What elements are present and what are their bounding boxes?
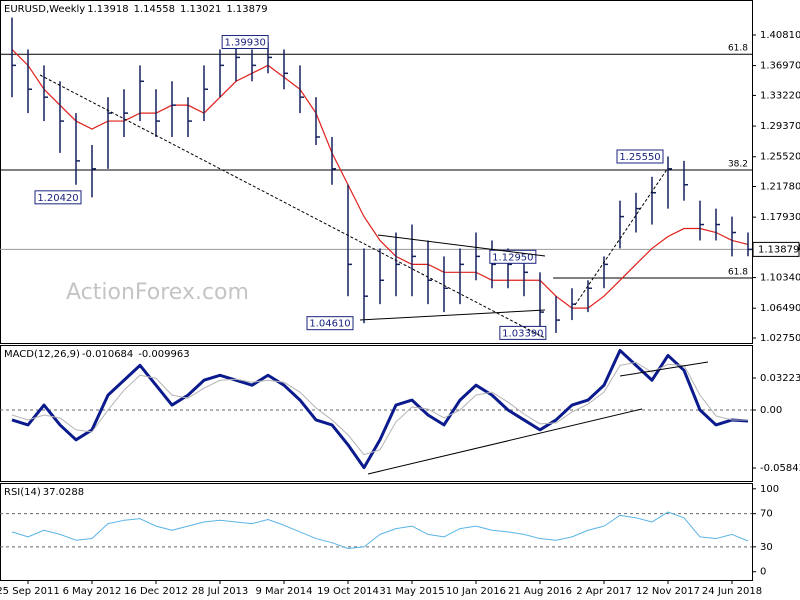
- y-tick-label: 1.36970: [760, 61, 800, 72]
- panel-frame: [0, 345, 753, 482]
- price-annotation: 1.25550: [619, 152, 660, 163]
- last-price-box: [752, 241, 800, 257]
- x-tick-label: 10 Jan 2016: [446, 586, 506, 597]
- header-value: -0.009963: [138, 349, 189, 360]
- header-value: 37.0288: [43, 487, 84, 498]
- y-tick-label: 0: [760, 567, 766, 578]
- panel-header: RSI(14) 37.0288: [4, 487, 84, 498]
- watermark: ActionForex.com: [66, 280, 249, 305]
- trend-line: [619, 361, 709, 377]
- price-annotation: 1.04610: [309, 319, 350, 330]
- price-annotation: 1.20420: [37, 193, 78, 204]
- panel-title: RSI(14): [4, 487, 41, 498]
- fib-level-label: 38.2: [728, 160, 748, 170]
- header-value: 1.13879: [226, 4, 267, 15]
- header-value: 1.13021: [180, 4, 221, 15]
- y-tick-label: 1.10340: [760, 273, 800, 284]
- y-tick-label: 70: [760, 509, 773, 520]
- x-tick-label: 28 Jul 2013: [192, 586, 249, 597]
- x-tick-label: 16 Dec 2012: [124, 586, 188, 597]
- trend-line: [367, 408, 643, 475]
- fib-level-label: 61.8: [728, 44, 748, 54]
- price-annotation: 1.39930: [224, 38, 265, 49]
- panel-header: EURUSD,Weekly 1.13918 1.14558 1.13021 1.1387…: [4, 4, 268, 15]
- y-tick-label: 0.00: [760, 405, 782, 416]
- y-tick-label: 1.06490: [760, 303, 800, 314]
- header-value: 1.14558: [134, 4, 175, 15]
- y-tick-label: 1.33220: [760, 90, 800, 101]
- panel-header: MACD(12,26,9) -0.010684 -0.009963: [4, 349, 190, 360]
- y-tick-label: 1.17930: [760, 212, 800, 223]
- price-annotation-box: [616, 149, 664, 164]
- y-tick-label: 0.032235: [760, 373, 800, 384]
- fib-level-label: 61.8: [728, 268, 748, 278]
- y-tick-label: 1.40810: [760, 30, 800, 41]
- trend-line: [377, 234, 546, 257]
- trend-line: [574, 167, 669, 306]
- x-tick-label: 9 Mar 2014: [255, 586, 312, 597]
- y-tick-label: 1.02750: [760, 333, 800, 344]
- y-tick-label: 1.25520: [760, 152, 800, 163]
- trend-line: [359, 309, 546, 321]
- y-tick-label: 100: [760, 484, 779, 495]
- x-tick-label: 19 Oct 2014: [317, 586, 379, 597]
- x-tick-label: 31 May 2015: [379, 586, 444, 597]
- indicator-line: [11, 361, 748, 456]
- header-value: -0.010684: [82, 349, 133, 360]
- x-tick-label: 21 Aug 2016: [508, 586, 572, 597]
- x-tick-label: 24 Jun 2018: [702, 586, 762, 597]
- trend-lines: [39, 74, 709, 475]
- y-tick-label: 1.29370: [760, 121, 800, 132]
- x-tick-label: 2 Apr 2017: [576, 586, 631, 597]
- indicator-line: [11, 511, 749, 549]
- price-annotation-box: [34, 190, 82, 205]
- y-tick-label: -0.058437: [760, 463, 800, 474]
- last-price-label: 1.13879: [758, 244, 799, 255]
- panel-title: MACD(12,26,9): [4, 349, 80, 360]
- y-tick-label: 30: [760, 542, 773, 553]
- header-value: 1.13918: [87, 4, 128, 15]
- x-tick-label: 6 May 2012: [63, 586, 122, 597]
- price-annotation-box: [499, 325, 547, 340]
- price-annotation-box: [221, 35, 269, 50]
- moving-average: [11, 49, 749, 309]
- x-tick-label: 12 Nov 2017: [636, 586, 700, 597]
- y-tick-label: 1.21780: [760, 182, 800, 193]
- panel-title: EURUSD,Weekly: [4, 4, 85, 15]
- indicator-line: [11, 348, 749, 470]
- price-annotation-box: [306, 316, 354, 331]
- x-tick-label: 25 Sep 2011: [0, 586, 60, 597]
- panel-frame: [0, 0, 753, 344]
- panel-frame: [0, 483, 753, 581]
- price-annotation: 1.12950: [492, 252, 533, 263]
- price-annotation: 1.03390: [502, 328, 543, 339]
